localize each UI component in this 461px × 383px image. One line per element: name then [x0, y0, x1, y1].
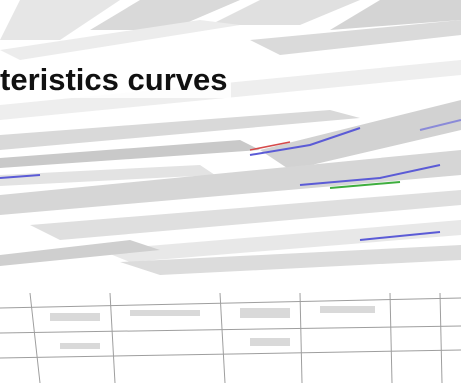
curve-fragments: [0, 119, 461, 241]
distorted-table-strip: [0, 292, 461, 383]
stripe-layer: [0, 0, 461, 275]
slide-title: teristics curves: [0, 62, 232, 98]
